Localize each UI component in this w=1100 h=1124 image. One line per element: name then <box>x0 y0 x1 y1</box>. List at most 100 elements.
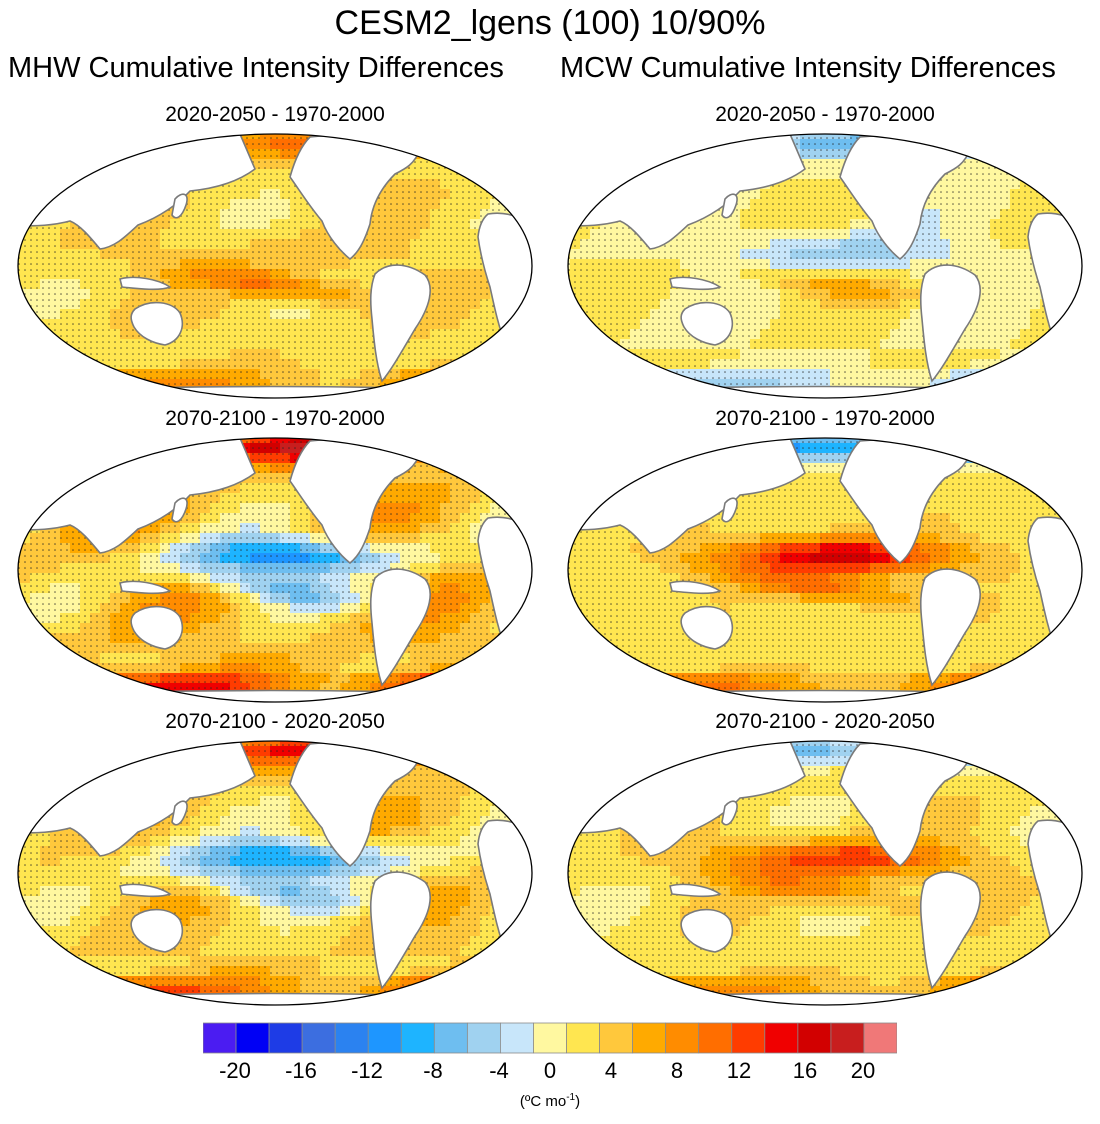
field-cell <box>650 399 661 403</box>
field-cell <box>500 389 511 398</box>
field-cell <box>680 379 691 390</box>
field-cell <box>1070 139 1081 150</box>
robinson-map <box>17 437 533 707</box>
ocean-field <box>568 438 1082 702</box>
field-cell <box>50 693 61 702</box>
column-title-mcw: MCW Cumulative Intensity Differences <box>560 52 1056 84</box>
field-cell <box>90 389 101 398</box>
field-cell <box>520 463 531 474</box>
field-cell <box>520 339 531 350</box>
field-cell <box>440 389 451 398</box>
field-cell <box>600 379 611 390</box>
field-cell <box>520 309 531 320</box>
field-cell <box>610 159 621 170</box>
field-cell <box>600 139 611 150</box>
field-cell <box>60 453 71 464</box>
field-cell <box>930 438 941 444</box>
field-cell <box>520 623 531 634</box>
field-cell <box>520 513 531 524</box>
field-cell <box>1070 443 1081 454</box>
japan-land <box>171 497 188 523</box>
field-cell <box>510 389 521 398</box>
field-cell <box>18 299 21 310</box>
field-cell <box>1060 379 1071 390</box>
field-cell <box>530 319 532 330</box>
field-cell <box>1050 438 1061 444</box>
field-cell <box>410 693 421 702</box>
field-cell <box>180 703 191 707</box>
field-cell <box>50 339 61 350</box>
field-cell <box>30 329 41 340</box>
field-cell <box>400 399 411 403</box>
field-cell <box>130 134 141 140</box>
field-cell <box>1070 473 1081 484</box>
field-cell <box>590 149 601 160</box>
field-cell <box>510 179 521 190</box>
field-cell <box>380 134 391 140</box>
field-cell <box>1060 483 1071 494</box>
field-cell <box>70 463 81 474</box>
field-cell <box>410 443 421 454</box>
field-cell <box>30 483 41 494</box>
field-cell <box>1020 443 1031 454</box>
field-cell <box>370 134 381 140</box>
field-cell <box>30 389 41 398</box>
field-cell <box>570 199 581 210</box>
field-cell <box>840 399 851 403</box>
field-cell <box>970 399 981 403</box>
field-cell <box>630 134 641 140</box>
field-cell <box>570 438 581 444</box>
field-cell <box>1080 483 1082 494</box>
field-cell <box>660 389 671 398</box>
field-cell <box>390 703 401 707</box>
field-cell <box>450 683 461 694</box>
field-cell <box>80 359 91 370</box>
field-cell <box>590 389 601 398</box>
field-cell <box>490 463 501 474</box>
field-cell <box>640 379 651 390</box>
field-cell <box>610 169 621 180</box>
field-cell <box>500 633 511 644</box>
field-cell <box>1080 289 1082 300</box>
field-cell <box>130 693 141 702</box>
field-cell <box>80 134 91 140</box>
field-cell <box>1080 179 1082 190</box>
field-cell <box>530 503 532 514</box>
field-cell <box>520 493 531 504</box>
field-cell <box>610 379 621 390</box>
field-cell <box>140 139 151 150</box>
field-cell <box>530 159 532 170</box>
field-cell <box>490 643 501 654</box>
field-cell <box>240 399 251 403</box>
field-cell <box>370 438 381 444</box>
field-cell <box>580 159 591 170</box>
field-cell <box>30 134 41 140</box>
field-cell <box>490 349 501 360</box>
field-cell <box>570 169 581 180</box>
field-cell <box>568 139 571 150</box>
field-cell <box>50 473 61 484</box>
field-cell <box>18 523 21 534</box>
field-cell <box>490 369 501 380</box>
field-cell <box>580 369 591 380</box>
field-cell <box>40 339 51 350</box>
field-cell <box>1080 134 1082 140</box>
field-cell <box>20 319 31 330</box>
field-cell <box>510 379 521 390</box>
field-cell <box>568 209 571 220</box>
field-cell <box>50 134 61 140</box>
field-cell <box>520 319 531 330</box>
field-cell <box>590 438 601 444</box>
field-cell <box>610 359 621 370</box>
ocean-field <box>18 438 532 707</box>
field-cell <box>570 149 581 160</box>
field-cell <box>490 483 501 494</box>
field-cell <box>440 399 451 403</box>
field-cell <box>480 159 491 170</box>
field-cell <box>470 673 481 684</box>
field-cell <box>520 349 531 360</box>
field-cell <box>18 134 21 140</box>
field-cell <box>40 179 51 190</box>
field-cell <box>480 139 491 150</box>
field-cell <box>530 169 532 180</box>
